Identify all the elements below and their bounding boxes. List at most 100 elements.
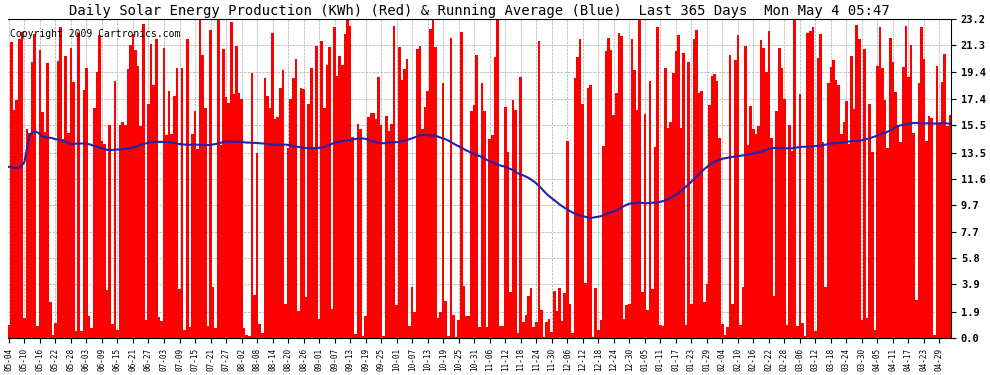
Bar [931, 118, 933, 338]
Bar [754, 134, 757, 338]
Bar [261, 333, 263, 338]
Bar [8, 326, 10, 338]
Bar [414, 312, 416, 338]
Bar [204, 108, 207, 338]
Bar [648, 81, 651, 338]
Bar [36, 326, 39, 338]
Bar [517, 333, 520, 338]
Bar [737, 34, 740, 338]
Bar [173, 96, 175, 338]
Bar [600, 320, 602, 338]
Bar [191, 134, 194, 338]
Bar [822, 142, 825, 338]
Bar [411, 287, 414, 338]
Bar [788, 125, 791, 338]
Bar [852, 109, 855, 338]
Bar [165, 135, 168, 338]
Bar [700, 91, 703, 338]
Bar [943, 54, 945, 338]
Bar [427, 91, 429, 338]
Bar [646, 310, 648, 338]
Bar [915, 300, 918, 338]
Bar [181, 68, 183, 338]
Bar [281, 70, 284, 338]
Bar [432, 20, 435, 338]
Bar [545, 322, 547, 338]
Bar [321, 41, 323, 338]
Bar [64, 56, 67, 338]
Bar [382, 336, 385, 338]
Bar [364, 315, 367, 338]
Bar [918, 83, 920, 338]
Bar [54, 323, 56, 338]
Bar [47, 63, 49, 338]
Bar [855, 25, 858, 338]
Bar [682, 53, 685, 338]
Bar [95, 72, 98, 338]
Bar [122, 122, 124, 338]
Bar [183, 330, 186, 338]
Bar [342, 65, 344, 338]
Bar [69, 48, 72, 338]
Bar [241, 99, 243, 338]
Bar [835, 80, 838, 338]
Bar [804, 336, 807, 338]
Bar [292, 78, 295, 338]
Bar [579, 39, 581, 338]
Bar [385, 116, 388, 338]
Bar [780, 69, 783, 338]
Bar [44, 132, 47, 338]
Bar [607, 38, 610, 338]
Bar [111, 324, 114, 338]
Bar [894, 92, 897, 338]
Bar [522, 322, 525, 338]
Bar [571, 333, 574, 338]
Bar [783, 99, 786, 338]
Bar [744, 46, 746, 338]
Bar [346, 20, 348, 338]
Bar [594, 288, 597, 338]
Bar [318, 319, 321, 338]
Bar [457, 320, 460, 338]
Bar [507, 152, 509, 338]
Bar [512, 100, 514, 338]
Bar [817, 58, 820, 338]
Text: Copyright 2009 Cartronics.com: Copyright 2009 Cartronics.com [10, 29, 180, 39]
Bar [170, 134, 173, 338]
Bar [541, 310, 543, 338]
Bar [634, 70, 636, 338]
Bar [212, 287, 215, 338]
Bar [194, 111, 196, 338]
Bar [850, 56, 852, 338]
Bar [847, 144, 850, 338]
Bar [651, 290, 653, 338]
Bar [300, 88, 302, 338]
Bar [279, 88, 281, 338]
Bar [334, 27, 336, 338]
Bar [51, 335, 54, 338]
Bar [199, 20, 202, 338]
Bar [287, 148, 289, 338]
Bar [18, 39, 21, 338]
Bar [157, 316, 160, 338]
Bar [416, 49, 419, 338]
Bar [253, 294, 255, 338]
Bar [137, 66, 140, 338]
Bar [323, 108, 326, 338]
Bar [344, 33, 346, 338]
Bar [289, 99, 292, 338]
Bar [563, 293, 566, 338]
Bar [560, 321, 563, 338]
Bar [664, 68, 667, 338]
Bar [142, 24, 145, 338]
Bar [724, 336, 727, 338]
Bar [168, 91, 170, 338]
Bar [98, 35, 101, 338]
Bar [374, 119, 377, 338]
Bar [833, 60, 835, 338]
Bar [162, 48, 165, 338]
Bar [796, 326, 799, 338]
Bar [672, 73, 674, 338]
Bar [268, 108, 271, 338]
Bar [331, 309, 334, 338]
